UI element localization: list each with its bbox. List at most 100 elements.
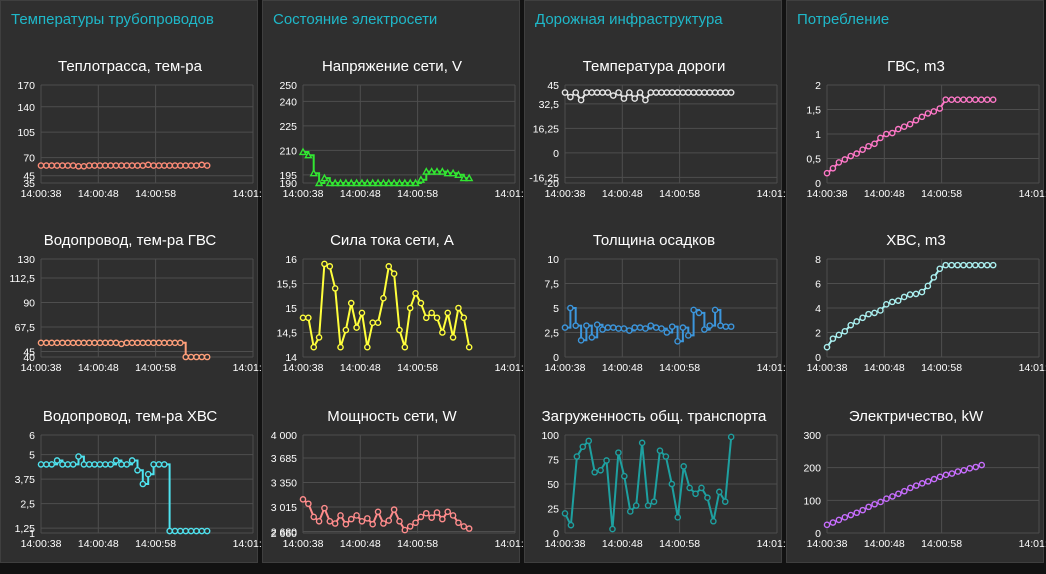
data-point [690,89,697,96]
data-point [561,89,569,96]
data-point [983,96,991,104]
chart-title: ГВС, m3 [887,58,945,75]
x-tick-label: 14:00:48 [340,538,381,550]
data-point [877,307,884,314]
data-point [358,309,366,317]
data-point [401,343,409,351]
data-point [347,178,356,187]
x-tick-label: 14:01:15 [1019,362,1046,374]
series-line [41,455,208,532]
chart: ХВС, m3 8 6 4 2 0 14:00:38 14:00:48 14:00:58 14:0… [787,223,1046,398]
data-point [715,488,723,496]
data-point [668,480,676,488]
data-point [652,324,660,331]
data-point [118,461,125,468]
data-point [572,322,580,329]
data-point [385,517,393,524]
data-point [906,120,914,128]
data-point [315,517,323,525]
data-point [166,162,173,169]
y-tick-label: 3,75 [15,474,36,486]
data-point [43,461,50,468]
data-point [182,527,190,535]
data-point [924,282,932,290]
data-point [704,494,711,502]
data-point [364,515,371,522]
data-point [412,519,419,527]
data-point [841,514,849,521]
data-point [107,162,114,169]
data-point [64,162,72,169]
data-point [112,457,120,464]
data-point [443,168,452,177]
data-point [859,314,866,322]
chart: Водопровод, тем-ра ХВС 6 5 3,75 2,5 1,25 1 14:0… [1,399,274,574]
data-point [638,439,646,447]
data-point [615,325,622,332]
chart-svg: Электричество, kW 300 200 100 014:00:38 14:00… [803,408,1046,550]
data-point [374,319,382,326]
x-tick-label: 14:00:38 [283,362,324,374]
data-point [889,493,896,500]
data-point [930,475,938,483]
data-point [877,134,884,142]
chart-svg: Водопровод, тем-ра ХВС653,752,51,25114:0… [15,408,274,550]
data-point [187,162,195,169]
data-point [972,96,979,104]
chart-title: Напряжение сети, V [322,58,462,75]
y-tick-label: 130 [17,254,35,266]
data-point [353,324,360,331]
data-point [680,463,687,470]
data-point [48,339,56,347]
y-tick-label: 300 [803,430,821,442]
x-tick-label: 14:00:38 [545,538,586,550]
group-title: Потребление [797,11,890,28]
y-tick-label: 14 [285,352,297,364]
data-point [395,178,404,187]
data-point [203,527,211,535]
data-point [835,516,843,524]
data-point [662,453,670,460]
data-point [144,339,152,347]
data-point [150,461,157,468]
data-point [954,96,961,104]
data-point [972,261,979,269]
chart-title: Мощность сети, W [327,408,457,425]
series-line [826,264,994,348]
y-tick-label: 0 [553,148,559,160]
data-point [128,457,136,464]
data-point [620,325,628,332]
y-tick-label: 105 [17,127,35,139]
y-tick-label: 140 [17,102,35,114]
data-point [960,261,967,269]
data-point [406,178,415,187]
data-point [155,339,163,347]
data-point [924,110,932,117]
data-point [69,339,77,347]
data-point [695,309,703,317]
data-point [572,89,580,96]
data-point [347,515,355,523]
data-point [853,318,860,325]
data-point [320,173,329,182]
data-point [960,96,967,104]
data-point [948,261,955,269]
y-tick-label: 75 [547,455,559,467]
data-point [577,96,585,104]
data-point [930,108,938,115]
data-point [460,523,468,530]
data-point [198,353,206,361]
data-point [416,175,426,183]
x-tick-label: 14:00:48 [340,188,381,200]
data-point [37,461,45,468]
data-point [609,525,616,533]
y-tick-label: 35 [23,178,35,190]
data-point [972,463,980,471]
x-tick-label: 14:00:38 [21,188,62,200]
data-point [644,502,652,509]
data-point [663,329,671,336]
data-point [390,506,398,513]
data-point [871,309,878,317]
y-tick-label: -20 [544,178,559,190]
